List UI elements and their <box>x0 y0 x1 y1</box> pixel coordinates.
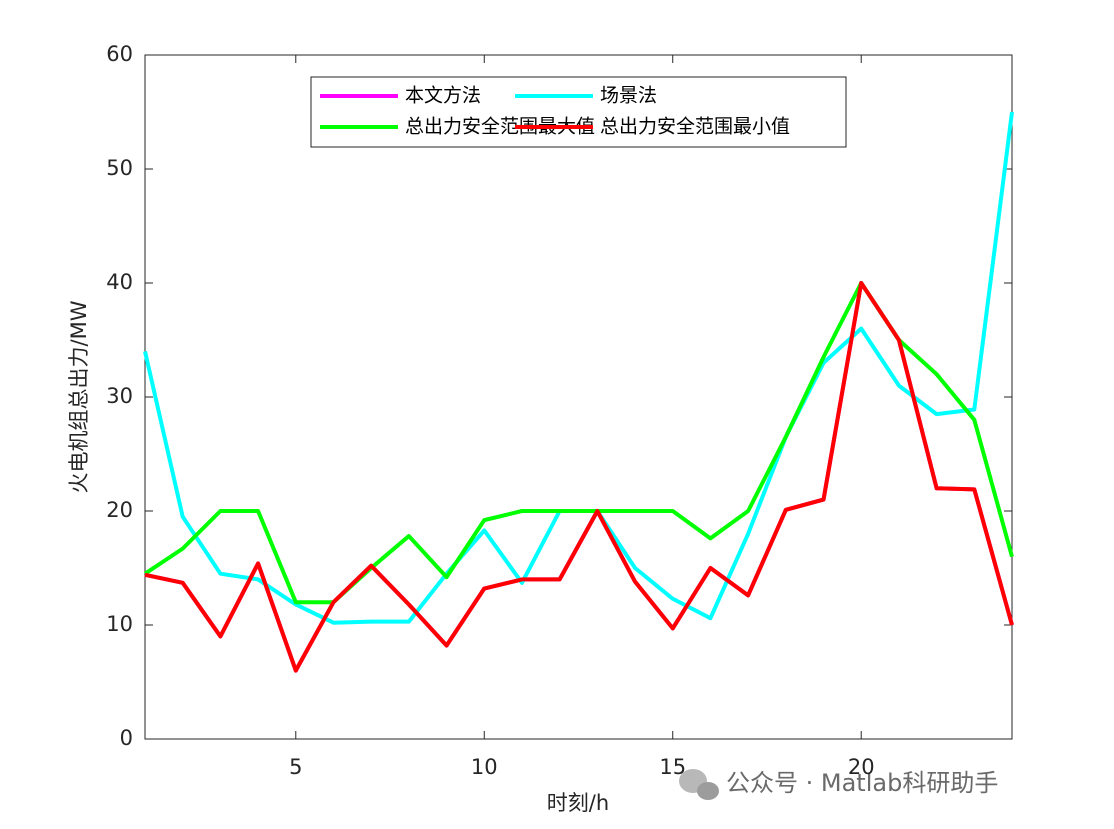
icon-bubble <box>697 782 719 800</box>
y-tick-label: 30 <box>106 384 133 408</box>
legend-label: 总出力安全范围最小值 <box>600 116 790 138</box>
legend-label: 场景法 <box>600 85 657 107</box>
series-line <box>144 281 1014 673</box>
x-tick-label: 20 <box>848 755 875 779</box>
plot-area <box>144 54 1013 740</box>
y-tick-label: 20 <box>106 498 133 522</box>
legend-label: 总出力安全范围最大值 <box>405 116 595 138</box>
y-tick-label: 60 <box>106 42 133 66</box>
legend-box <box>310 76 847 148</box>
x-tick-label: 10 <box>471 755 498 779</box>
y-tick-label: 50 <box>106 156 133 180</box>
y-tick-label: 10 <box>106 612 133 636</box>
x-tick-label: 15 <box>659 755 686 779</box>
watermark-icon <box>679 769 719 800</box>
legend-label: 本文方法 <box>405 85 481 107</box>
x-tick-label: 5 <box>289 755 302 779</box>
y-tick-label: 40 <box>106 270 133 294</box>
watermark: 公众号 · Matlab科研助手 <box>726 769 998 797</box>
x-axis-label: 时刻/h <box>547 791 609 815</box>
y-axis-label: 火电机组总出力/MW <box>67 300 91 493</box>
y-tick-label: 0 <box>120 726 133 750</box>
